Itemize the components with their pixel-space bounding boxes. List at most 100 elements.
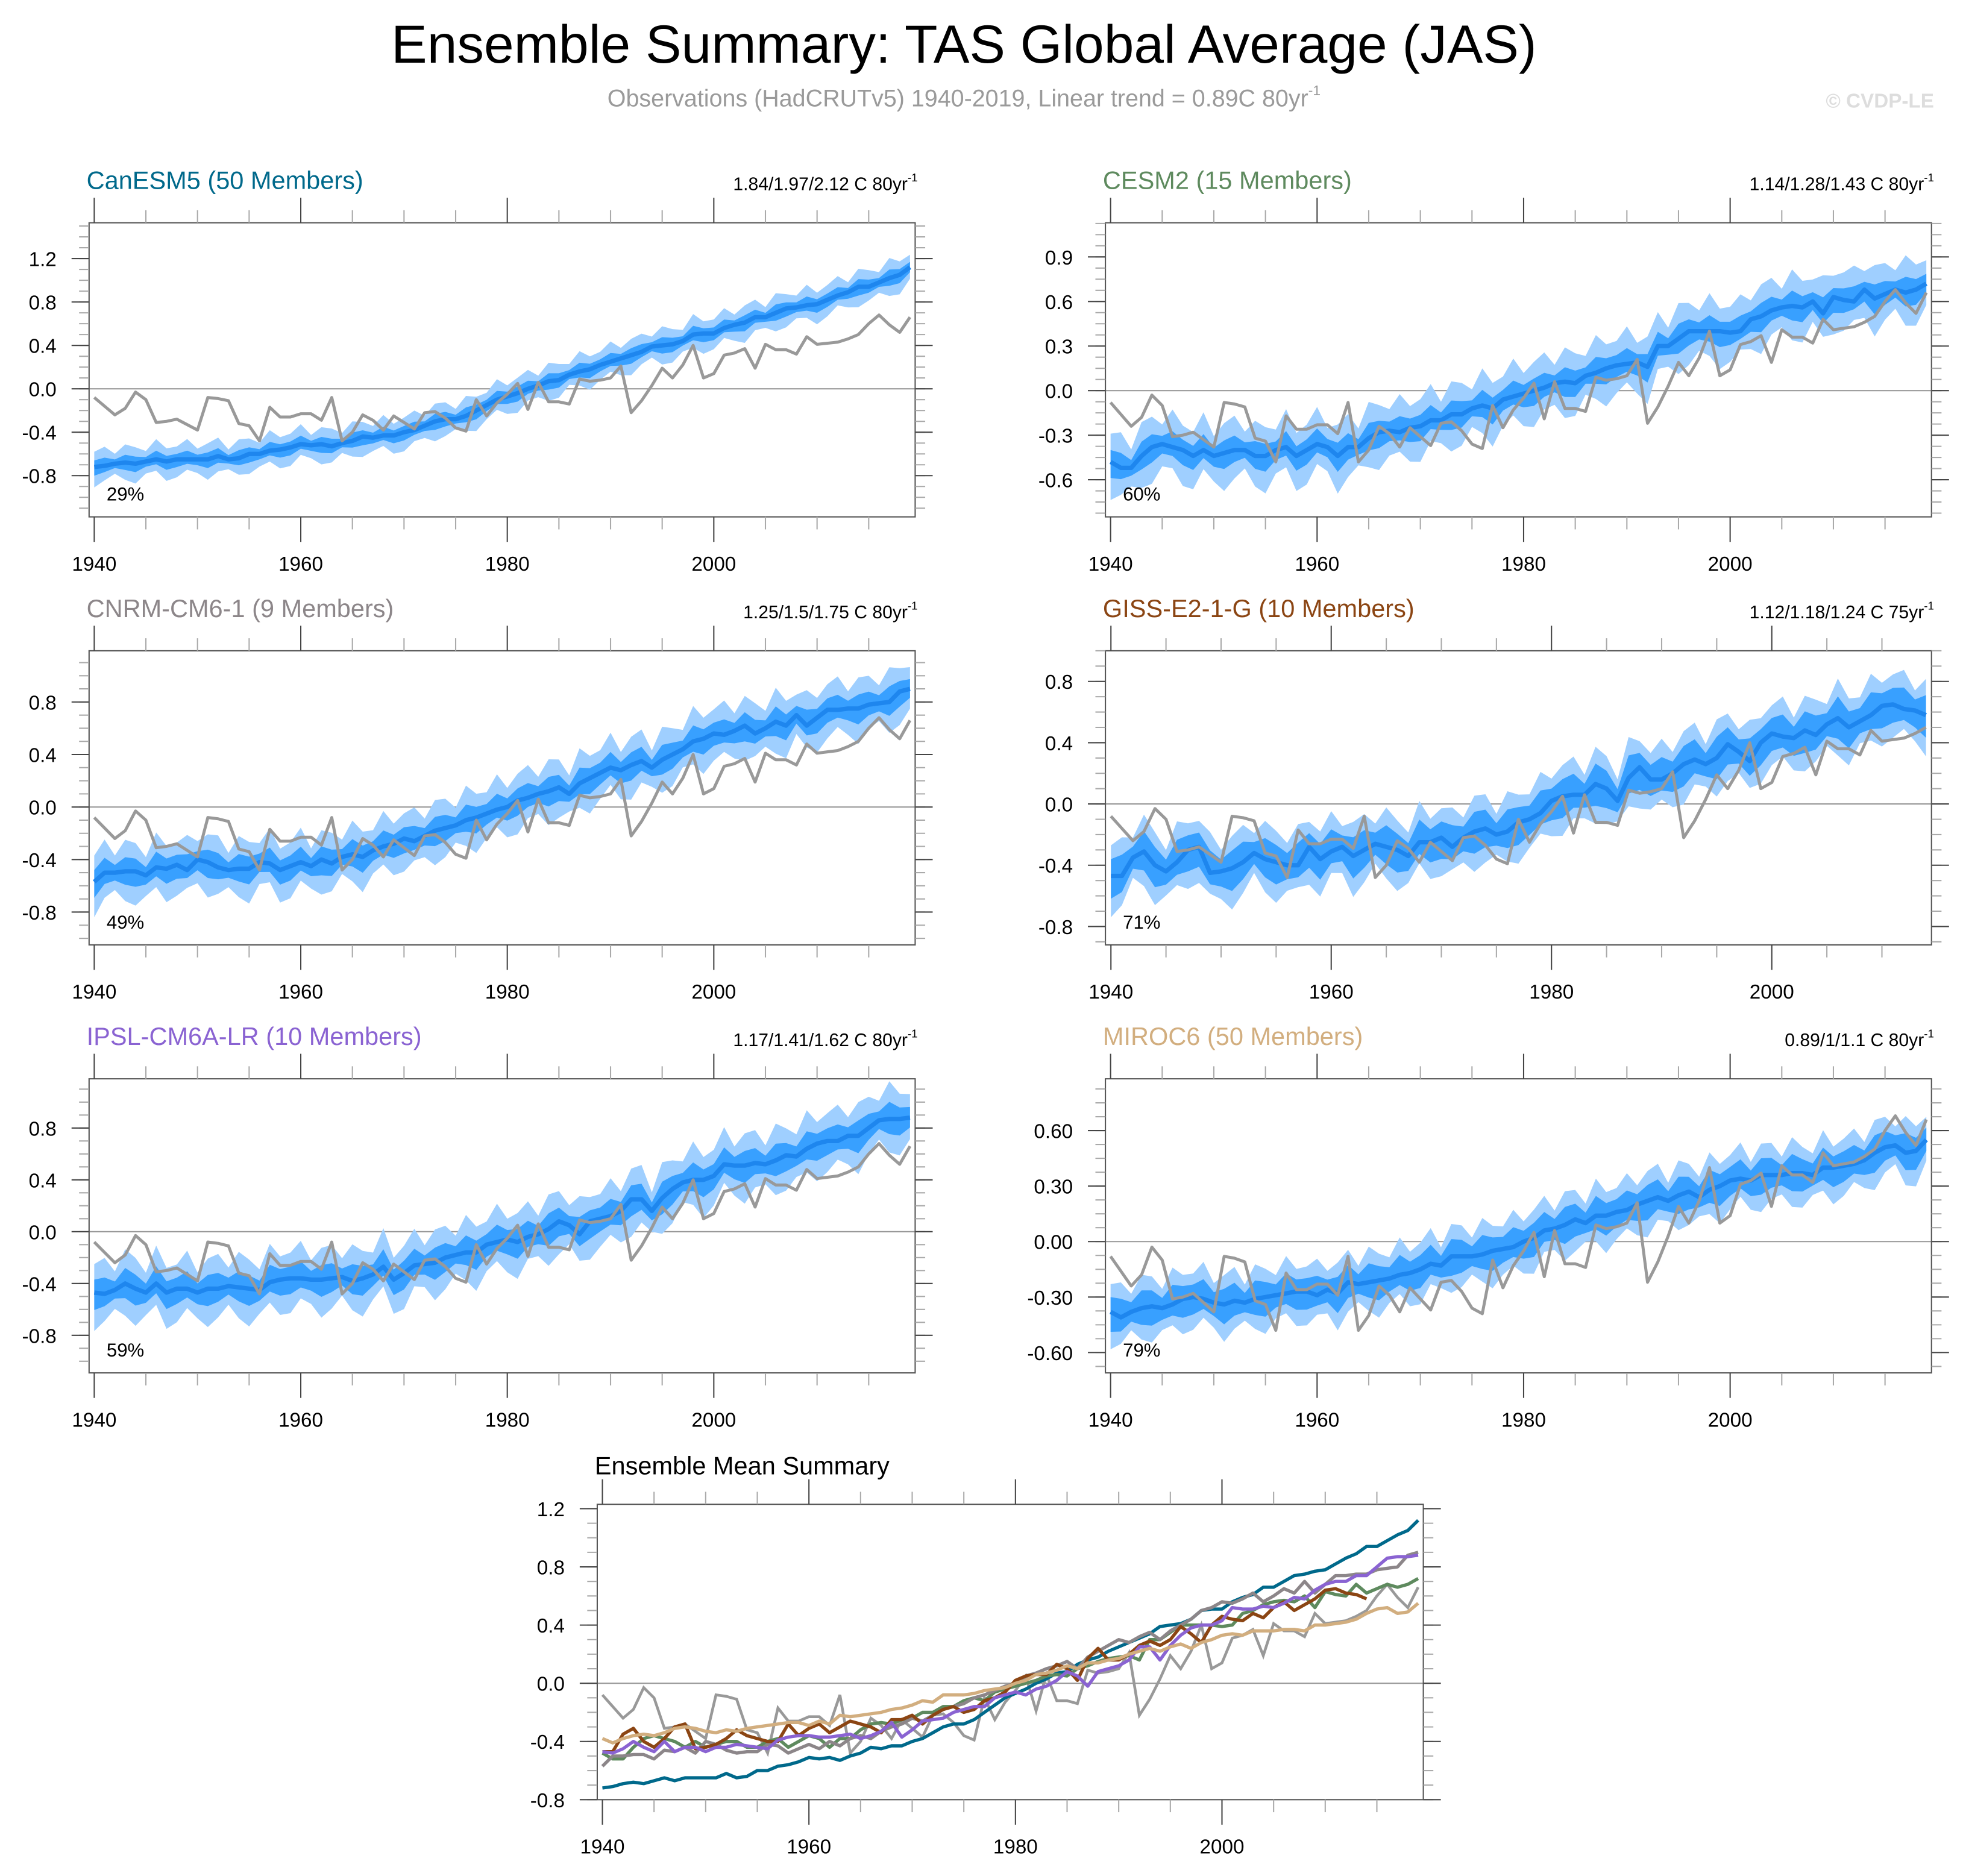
panel-title: Ensemble Mean Summary	[595, 1451, 890, 1479]
trend-label: 1.17/1.41/1.62 C 80yr-1	[733, 1027, 917, 1051]
y-tick-label: -0.60	[1027, 1343, 1073, 1365]
x-tick-label: 1960	[278, 981, 323, 1003]
panel-title: IPSL-CM6A-LR (10 Members)	[87, 1022, 422, 1050]
y-tick-label: 0.4	[1045, 733, 1073, 755]
panel-title: MIROC6 (50 Members)	[1103, 1022, 1363, 1050]
y-tick-label: -0.4	[530, 1731, 565, 1754]
trend-superscript: -1	[1924, 1027, 1934, 1040]
panel-ensemble-mean-summary: Ensemble Mean Summary 1940 1960 1980 2000 1.2…	[530, 1451, 1441, 1859]
y-tick-label: -0.8	[22, 1325, 57, 1347]
x-tick-label: 1980	[1529, 981, 1574, 1003]
x-tick-label: 1960	[1309, 981, 1354, 1003]
trend-superscript: -1	[908, 599, 918, 612]
y-tick-label: 0.4	[29, 1170, 57, 1192]
panel-title: CanESM5 (50 Members)	[87, 166, 363, 195]
plot-area	[1105, 1114, 1932, 1350]
x-tick-label: 1980	[485, 1409, 530, 1431]
y-tick-label: 0.4	[537, 1615, 565, 1637]
y-tick-label: -0.4	[22, 850, 57, 872]
ensemble-mean-line-ipsl-cm6a-lr	[602, 1554, 1419, 1755]
y-tick-label: 0.0	[29, 1222, 57, 1244]
ensemble-inner-band	[1111, 687, 1926, 899]
y-tick-label: 0.8	[1045, 671, 1073, 694]
observations-line	[93, 716, 912, 872]
trend-text: 1.17/1.41/1.62 C 80yr	[733, 1031, 908, 1050]
x-tick-label: 1940	[1088, 981, 1133, 1003]
plot-area	[89, 1081, 916, 1331]
panel-miroc6: MIROC6 (50 Members) 0.89/1/1.1 C 80yr-1 79…	[1027, 1022, 1949, 1431]
figure-subtitle: Observations (HadCRUTv5) 1940-2019, Line…	[608, 83, 1321, 112]
x-tick-label: 1940	[72, 1409, 116, 1431]
ensemble-mean-line	[1109, 281, 1927, 470]
observations-line	[1110, 726, 1927, 879]
y-tick-label: -0.8	[22, 466, 57, 488]
observations-line	[93, 313, 911, 443]
x-tick-label: 2000	[691, 981, 736, 1003]
plot-frame	[1105, 222, 1932, 518]
trend-superscript: -1	[1924, 171, 1934, 184]
ensemble-mean-line-canesm5	[602, 1519, 1419, 1790]
ensemble-mean-line-cnrm-cm6-1	[601, 1551, 1419, 1768]
y-tick-label: 0.0	[1045, 381, 1073, 403]
subtitle-text: Observations (HadCRUTv5) 1940-2019, Line…	[608, 86, 1308, 112]
ensemble-outer-band	[1110, 255, 1927, 500]
panel-title: GISS-E2-1-G (10 Members)	[1103, 594, 1415, 623]
trend-superscript: -1	[1924, 599, 1934, 612]
y-tick-label: 0.8	[29, 1118, 57, 1140]
x-tick-label: 1940	[72, 553, 116, 576]
plot-area	[1105, 670, 1932, 918]
y-tick-label: -0.8	[1038, 917, 1073, 939]
trend-text: 1.84/1.97/2.12 C 80yr	[733, 175, 908, 195]
plot-frame	[88, 222, 916, 518]
y-tick-label: 0.3	[1045, 336, 1073, 359]
y-tick-label: 1.2	[29, 249, 57, 271]
ensemble-mean-line-giss-e2-1-g	[602, 1587, 1368, 1754]
x-tick-label: 1980	[1501, 1409, 1546, 1431]
x-tick-label: 1960	[278, 1409, 323, 1431]
observations-line	[1109, 1114, 1928, 1332]
y-tick-label: 0.0	[537, 1674, 565, 1696]
y-tick-label: 1.2	[537, 1499, 565, 1521]
x-tick-label: 2000	[1708, 1409, 1753, 1431]
panel-title: CNRM-CM6-1 (9 Members)	[87, 594, 394, 623]
trend-text: 1.14/1.28/1.43 C 80yr	[1750, 175, 1924, 195]
ensemble-inner-band	[94, 679, 910, 898]
copyright-watermark: © CVDP-LE	[1826, 90, 1934, 113]
percent-label: 29%	[107, 484, 144, 505]
plot-area	[89, 667, 916, 918]
y-tick-label: 0.4	[29, 744, 57, 767]
x-tick-label: 1960	[1295, 553, 1339, 576]
plot-area	[597, 1519, 1424, 1790]
plot-frame	[88, 1078, 916, 1374]
ensemble-inner-band	[1110, 274, 1927, 480]
y-tick-label: 0.00	[1034, 1232, 1073, 1254]
percent-label: 49%	[107, 912, 144, 933]
plot-frame	[596, 1504, 1424, 1801]
panel-giss-e2-1-g: GISS-E2-1-G (10 Members) 1.12/1.18/1.24 C…	[1038, 594, 1949, 1003]
y-tick-label: 0.0	[29, 379, 57, 401]
y-tick-label: 0.30	[1034, 1176, 1073, 1199]
percent-label: 79%	[1123, 1340, 1160, 1361]
y-tick-label: 0.8	[29, 292, 57, 315]
plot-area	[1105, 255, 1932, 500]
ensemble-mean-line	[92, 686, 911, 884]
x-tick-label: 1980	[993, 1836, 1038, 1859]
ensemble-inner-band	[1110, 1128, 1927, 1332]
ensemble-mean-line	[93, 1115, 911, 1296]
trend-label: 0.89/1/1.1 C 80yr-1	[1785, 1027, 1934, 1051]
x-tick-label: 2000	[691, 1409, 736, 1431]
figure-title: Ensemble Summary: TAS Global Average (JA…	[391, 14, 1537, 74]
x-tick-label: 1940	[1088, 1409, 1133, 1431]
y-tick-label: 0.0	[1045, 794, 1073, 817]
trend-label: 1.84/1.97/2.12 C 80yr-1	[733, 171, 917, 195]
y-tick-label: -0.30	[1027, 1287, 1073, 1310]
x-tick-label: 1940	[72, 981, 116, 1003]
y-tick-label: 0.8	[537, 1557, 565, 1579]
x-tick-label: 1940	[1088, 553, 1133, 576]
subtitle-superscript: -1	[1308, 83, 1321, 98]
y-tick-label: 0.4	[29, 336, 57, 358]
plot-frame	[1105, 650, 1932, 946]
y-tick-label: 0.60	[1034, 1121, 1073, 1143]
trend-superscript: -1	[908, 1027, 918, 1040]
